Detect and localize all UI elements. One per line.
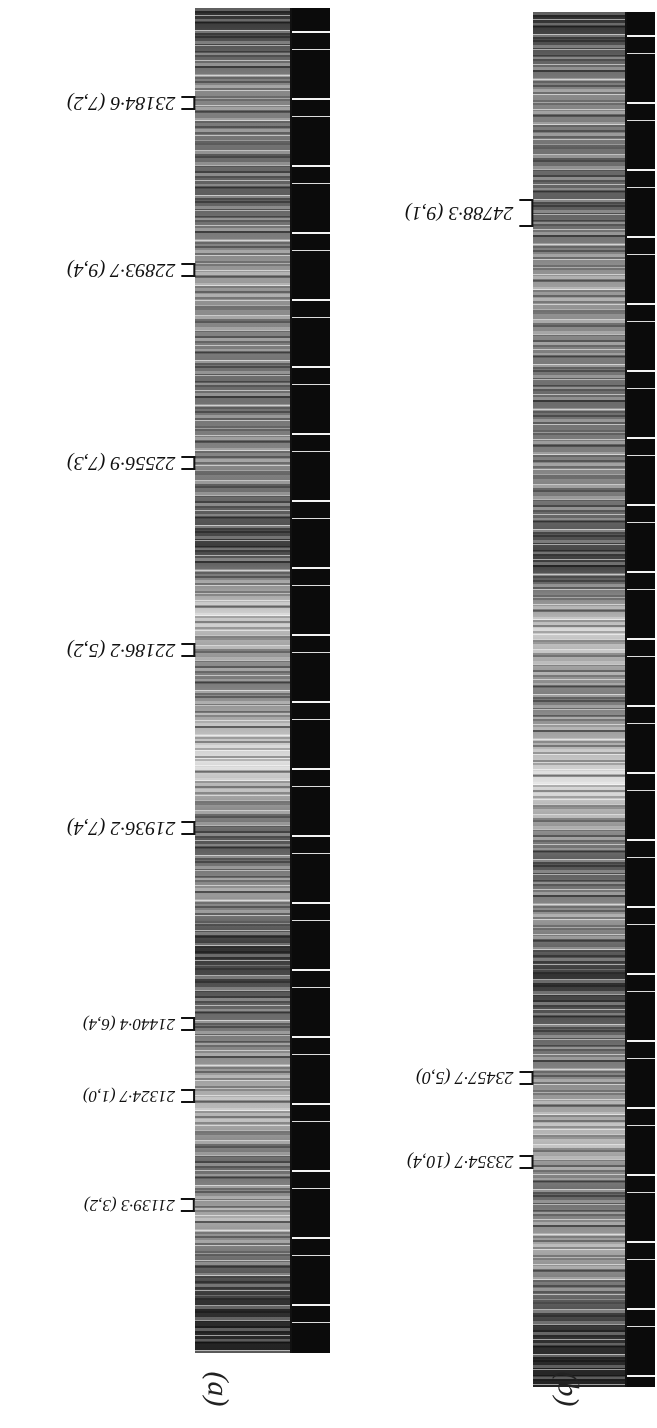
- line-label: 21139·3 (3,2): [84, 1192, 195, 1218]
- line-label: 23457·7 (5,0): [416, 1065, 534, 1091]
- line-label: 21324·7 (1,0): [83, 1083, 195, 1109]
- line-label: 24788·3 (9,1): [405, 200, 533, 226]
- reference-lines: [627, 12, 655, 1387]
- line-label: 22556·9 (7,3): [67, 450, 195, 476]
- spectrum: [195, 8, 290, 1353]
- spectrum-strip: [533, 12, 655, 1387]
- spectrum: [533, 12, 625, 1387]
- panel-label: (b): [550, 1372, 584, 1407]
- reference-lines: [292, 8, 330, 1353]
- line-label: 22186·2 (5,2): [67, 637, 195, 663]
- line-label: 21440·4 (6,4): [83, 1011, 195, 1037]
- panel-label: (a): [200, 1372, 234, 1407]
- line-label: 22893·7 (9,4): [67, 257, 195, 283]
- line-label: 23184·6 (7,2): [67, 90, 195, 116]
- line-label: 23354·7 (10,4): [407, 1149, 534, 1175]
- spectrum-strip: [195, 8, 330, 1353]
- line-label: 21936·2 (7,4): [67, 815, 195, 841]
- figure: 23184·6 (7,2) 22893·7 (9,4) 22556·9 (7,3…: [0, 0, 657, 1428]
